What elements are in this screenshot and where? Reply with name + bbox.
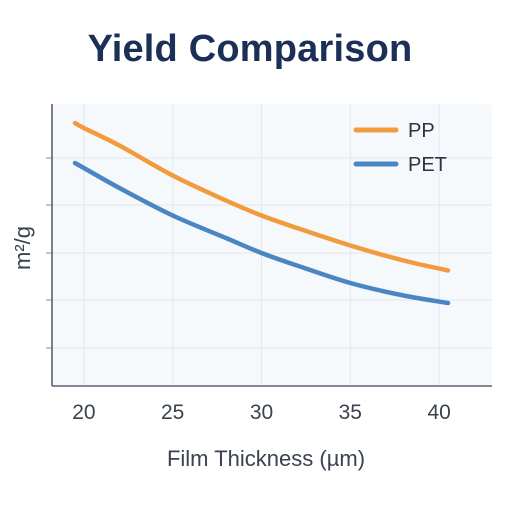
x-tick-label: 35 (339, 401, 362, 424)
series-line-pp (72, 120, 451, 273)
x-tick-labels: 20 25 30 35 40 (72, 401, 451, 424)
x-tick-label: 25 (161, 401, 184, 424)
legend-label-pp: PP (408, 120, 435, 142)
x-tick-label: 40 (427, 401, 450, 424)
vertical-gridlines (83, 104, 440, 386)
legend: PP PET (353, 120, 447, 176)
x-tick-label: 20 (72, 401, 95, 424)
series-layer (72, 120, 451, 306)
chart-title: Yield Comparison (87, 28, 413, 70)
plot-background (52, 104, 492, 386)
y-axis-title: m²/g (10, 226, 35, 270)
x-axis-title: Film Thickness (µm) (167, 446, 365, 471)
legend-label-pet: PET (408, 154, 447, 176)
x-tick-label: 30 (250, 401, 273, 424)
series-line-pet (72, 160, 451, 306)
